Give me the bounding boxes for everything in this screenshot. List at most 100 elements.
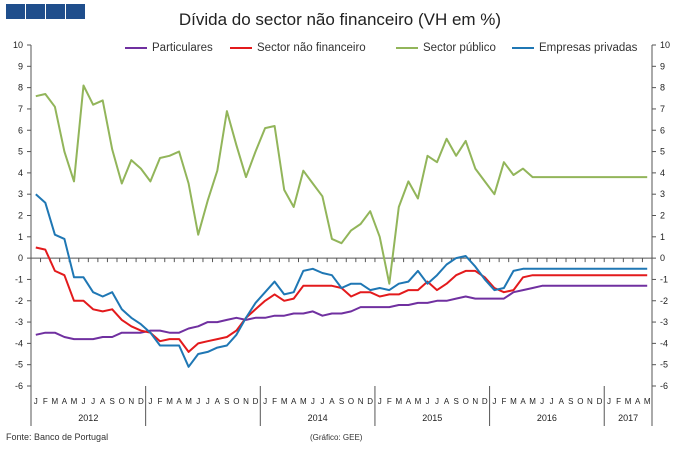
month-label: O	[463, 397, 469, 406]
month-label: J	[82, 397, 86, 406]
y-tick-label-right: 4	[660, 168, 665, 178]
month-label: S	[568, 397, 573, 406]
month-label: J	[550, 397, 554, 406]
y-tick-label-right: 0	[660, 253, 665, 263]
year-label: 2014	[308, 413, 328, 423]
month-label: S	[224, 397, 229, 406]
y-tick-label-left: 8	[18, 83, 23, 93]
legend-label-sector-nao-financeiro: Sector não financeiro	[257, 42, 366, 54]
month-label: O	[577, 397, 583, 406]
month-label: J	[311, 397, 315, 406]
y-tick-label-right: 10	[660, 40, 670, 50]
month-label: A	[176, 397, 182, 406]
month-label: M	[300, 397, 307, 406]
y-tick-label-right: 8	[660, 83, 665, 93]
month-label: J	[540, 397, 544, 406]
y-tick-label-left: 2	[18, 211, 23, 221]
month-label: J	[435, 397, 439, 406]
legend-swatch-particulares	[125, 46, 147, 49]
month-label: D	[597, 397, 603, 406]
legend-swatch-empresas-privadas	[512, 46, 534, 49]
month-label: J	[263, 397, 267, 406]
series-line-particulares	[35, 284, 648, 341]
y-tick-label-right: -2	[660, 296, 668, 306]
month-label: N	[243, 397, 249, 406]
y-tick-label-right: 5	[660, 147, 665, 157]
month-label: S	[110, 397, 115, 406]
y-tick-label-right: 3	[660, 189, 665, 199]
month-label: D	[482, 397, 488, 406]
legend-label-sector-publico: Sector público	[423, 42, 496, 54]
y-tick-label-left: -3	[15, 317, 23, 327]
month-label: N	[587, 397, 593, 406]
legend-swatch-sector-nao-financeiro	[230, 46, 252, 49]
legend-item-empresas-privadas: Empresas privadas	[512, 42, 637, 54]
y-tick-label-left: 10	[13, 40, 23, 50]
logo-block-2	[26, 4, 45, 19]
month-label: M	[644, 397, 651, 406]
month-label: M	[185, 397, 192, 406]
y-tick-label-right: -5	[660, 360, 668, 370]
month-label: N	[358, 397, 364, 406]
month-label: M	[395, 397, 402, 406]
month-label: J	[378, 397, 382, 406]
year-label: 2016	[537, 413, 557, 423]
y-tick-label-left: 6	[18, 125, 23, 135]
y-tick-label-right: -3	[660, 317, 668, 327]
month-label: J	[607, 397, 611, 406]
y-tick-label-right: 7	[660, 104, 665, 114]
y-tick-label-right: 2	[660, 211, 665, 221]
month-label: F	[387, 397, 392, 406]
month-label: J	[492, 397, 496, 406]
month-label: O	[119, 397, 125, 406]
y-tick-label-left: 3	[18, 189, 23, 199]
year-label: 2017	[618, 413, 638, 423]
logo-block-4	[66, 4, 85, 19]
month-label: M	[166, 397, 173, 406]
month-label: F	[43, 397, 48, 406]
logo-block-3	[46, 4, 65, 19]
legend-item-sector-nao-financeiro: Sector não financeiro	[230, 42, 366, 54]
month-label: M	[52, 397, 59, 406]
month-label: D	[253, 397, 259, 406]
y-tick-label-right: -6	[660, 381, 668, 391]
month-label: A	[291, 397, 297, 406]
y-tick-label-left: 4	[18, 168, 23, 178]
y-tick-label-left: -5	[15, 360, 23, 370]
series-line-sector-nao-financeiro	[35, 246, 648, 353]
month-label: J	[320, 397, 324, 406]
chart-title: Dívida do sector não financeiro (VH em %…	[178, 10, 502, 29]
y-tick-label-right: 1	[660, 232, 665, 242]
y-tick-label-left: -1	[15, 274, 23, 284]
month-label: S	[453, 397, 458, 406]
month-label: O	[233, 397, 239, 406]
month-label: M	[510, 397, 517, 406]
source-note: Fonte: Banco de Portugal	[6, 432, 109, 442]
chart-credit: (Gráfico: GEE)	[310, 433, 363, 442]
month-label: J	[148, 397, 152, 406]
legend-item-particulares: Particulares	[125, 42, 213, 54]
legend-swatch-sector-publico	[396, 46, 418, 49]
y-tick-label-left: 9	[18, 61, 23, 71]
series-line-empresas-privadas	[35, 193, 648, 368]
y-tick-label-left: -2	[15, 296, 23, 306]
y-tick-label-left: 5	[18, 147, 23, 157]
month-label: F	[616, 397, 621, 406]
month-label: N	[128, 397, 134, 406]
month-label: A	[559, 397, 565, 406]
month-label: O	[348, 397, 354, 406]
month-label: S	[339, 397, 344, 406]
month-label: J	[206, 397, 210, 406]
month-label: J	[34, 397, 38, 406]
y-tick-label-right: -4	[660, 338, 668, 348]
month-label: F	[272, 397, 277, 406]
series-line-sector-publico	[35, 84, 648, 285]
month-label: D	[138, 397, 144, 406]
y-tick-label-right: 9	[660, 61, 665, 71]
month-label: A	[215, 397, 221, 406]
month-label: A	[635, 397, 641, 406]
y-tick-label-left: 1	[18, 232, 23, 242]
month-label: D	[367, 397, 373, 406]
y-tick-label-left: 7	[18, 104, 23, 114]
